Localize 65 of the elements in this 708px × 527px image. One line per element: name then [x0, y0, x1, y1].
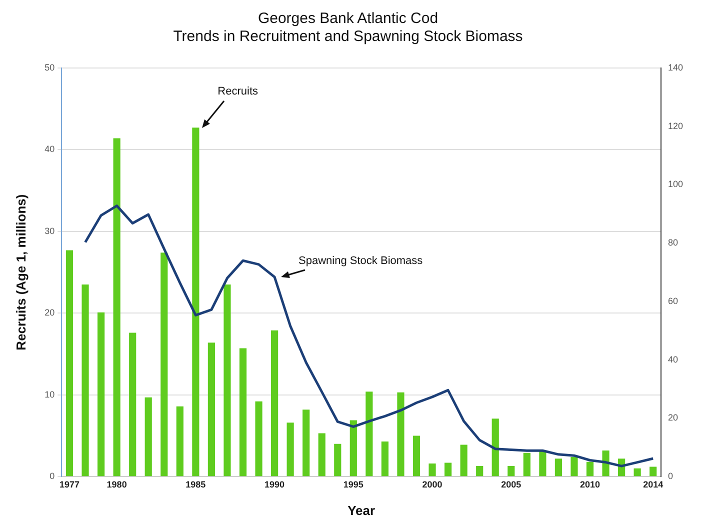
bar [224, 284, 231, 476]
bar [650, 466, 657, 476]
bar [381, 441, 389, 476]
x-tick-label: 2010 [580, 479, 600, 490]
text: Spawning Stock Biomass [298, 255, 424, 267]
bar [334, 444, 342, 476]
y2-tick-label: 140 [668, 62, 684, 72]
bar [82, 284, 89, 476]
x-tick-label: 1995 [343, 479, 364, 490]
bar [286, 422, 294, 476]
y-tick-label: 0 [50, 471, 55, 482]
bar [239, 348, 247, 476]
bar [192, 128, 200, 476]
x-tick-label: 1977 [59, 479, 80, 490]
bar [586, 462, 594, 476]
y-tick-label: 10 [44, 389, 55, 400]
bar [523, 452, 530, 476]
x-tick-label: 2014 [643, 479, 664, 490]
text: Recruits [218, 86, 259, 98]
y2-tick-label: 40 [668, 354, 678, 364]
bar [144, 397, 152, 476]
bar [176, 406, 184, 476]
bar [554, 458, 562, 476]
bar [397, 392, 404, 476]
bar [428, 464, 436, 476]
y-axis-title: Recruits (Age 1, millions) [13, 194, 28, 350]
bar [476, 466, 484, 476]
x-tick-label: 1980 [106, 479, 127, 490]
text: Georges Bank Atlantic Cod [258, 10, 438, 28]
bar [350, 420, 357, 476]
x-tick-label: 1985 [186, 479, 206, 490]
bar [160, 252, 168, 476]
bar [129, 332, 136, 476]
y2-tick-label: 20 [668, 412, 678, 423]
x-tick-label: 2000 [422, 479, 442, 490]
bar [460, 444, 468, 476]
bar [270, 330, 278, 476]
y2-tick-label: 120 [668, 120, 684, 131]
y-tick-label: 30 [44, 226, 55, 236]
x-axis-title: Year [348, 502, 376, 518]
bar [444, 462, 452, 476]
bar [97, 312, 105, 476]
x-tick-label: 1990 [264, 479, 285, 490]
y-tick-label: 50 [44, 62, 55, 72]
bar [113, 138, 120, 476]
bar [302, 410, 310, 476]
bar [318, 433, 326, 476]
bar [570, 456, 578, 476]
bar [208, 342, 216, 476]
y-tick-label: 40 [44, 144, 55, 154]
y2-tick-label: 0 [668, 471, 673, 482]
bar [634, 468, 641, 476]
bar [255, 401, 262, 476]
bar [66, 250, 74, 476]
x-tick-label: 2005 [501, 479, 522, 490]
text: Trends in Recruitment and Spawning Stock Biomass [173, 28, 523, 46]
y-tick-label: 20 [44, 308, 55, 318]
y2-tick-label: 60 [668, 296, 678, 306]
bar [508, 466, 515, 476]
y2-tick-label: 80 [668, 238, 678, 248]
y2-tick-label: 100 [668, 179, 684, 190]
bar [366, 392, 373, 476]
bar [412, 436, 420, 476]
bar [539, 450, 546, 476]
bar [492, 418, 499, 476]
